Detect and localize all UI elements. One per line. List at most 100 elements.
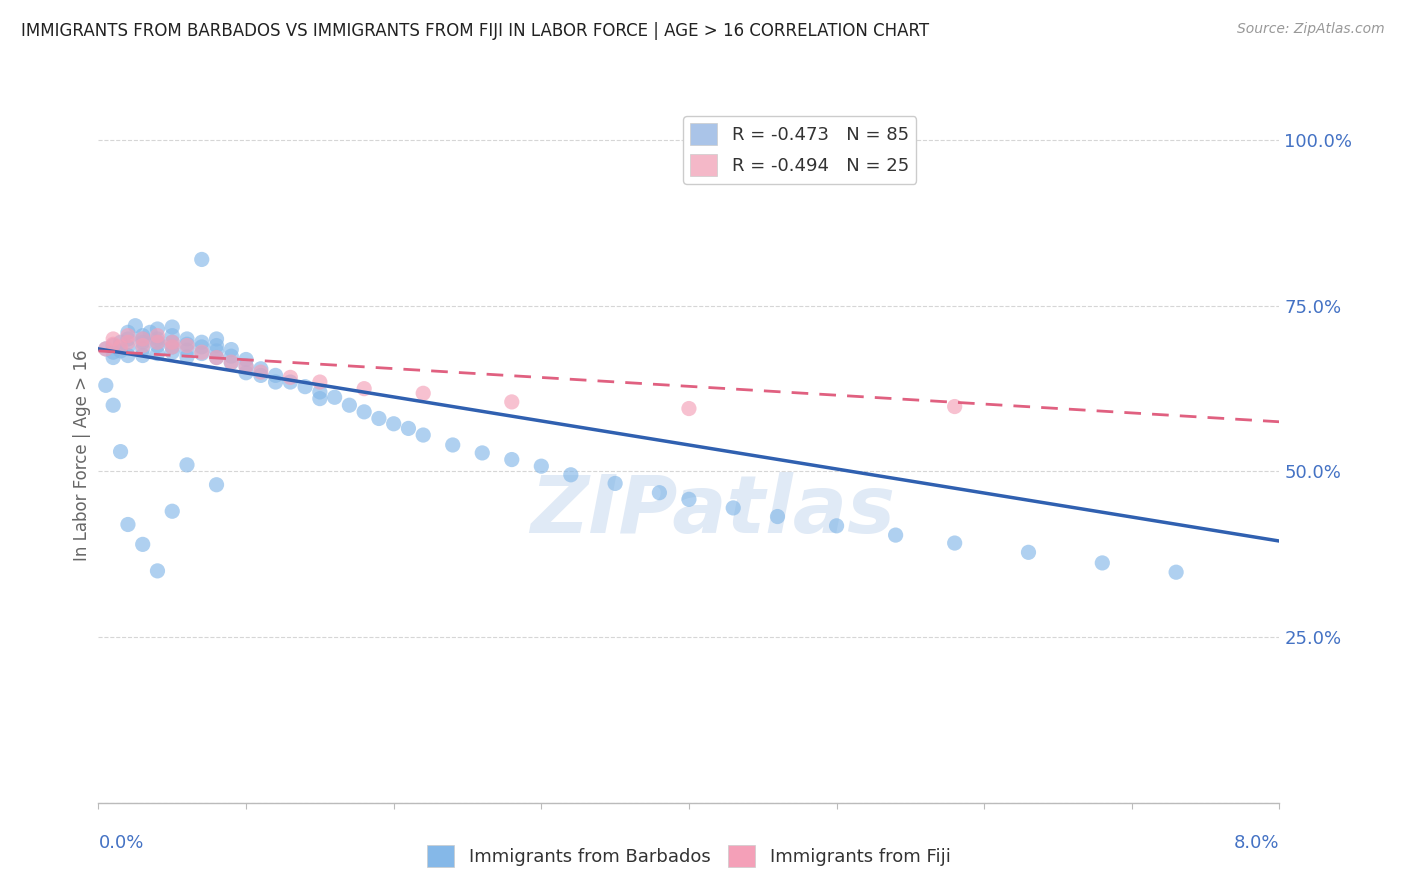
- Point: [117, 340, 139, 354]
- Point: [103, 351, 125, 365]
- Point: [308, 384, 332, 399]
- Point: [176, 343, 198, 358]
- Legend: Immigrants from Barbados, Immigrants from Fiji: Immigrants from Barbados, Immigrants fro…: [420, 838, 957, 874]
- Point: [471, 446, 494, 460]
- Point: [323, 390, 346, 404]
- Point: [219, 355, 242, 369]
- Point: [191, 335, 214, 350]
- Point: [943, 400, 966, 414]
- Point: [250, 365, 273, 379]
- Point: [191, 252, 214, 267]
- Point: [162, 340, 183, 354]
- Point: [162, 335, 183, 350]
- Point: [117, 332, 139, 346]
- Point: [176, 337, 198, 351]
- Point: [1017, 545, 1039, 559]
- Point: [117, 328, 139, 343]
- Point: [176, 338, 198, 352]
- Point: [146, 328, 169, 343]
- Point: [219, 349, 242, 363]
- Point: [294, 379, 316, 393]
- Point: [176, 332, 198, 346]
- Point: [353, 405, 375, 419]
- Point: [501, 395, 523, 409]
- Y-axis label: In Labor Force | Age > 16: In Labor Force | Age > 16: [73, 349, 91, 561]
- Point: [132, 335, 155, 350]
- Point: [176, 350, 198, 364]
- Point: [501, 452, 523, 467]
- Point: [205, 332, 228, 346]
- Point: [132, 328, 155, 343]
- Point: [205, 338, 228, 352]
- Point: [103, 345, 125, 359]
- Point: [205, 351, 228, 365]
- Text: 0.0%: 0.0%: [98, 834, 143, 852]
- Point: [103, 337, 125, 351]
- Point: [110, 335, 132, 350]
- Point: [943, 536, 966, 550]
- Point: [678, 401, 700, 416]
- Point: [146, 335, 169, 350]
- Point: [117, 349, 139, 363]
- Point: [396, 421, 419, 435]
- Point: [560, 467, 582, 482]
- Point: [117, 335, 139, 350]
- Point: [191, 345, 214, 359]
- Point: [1091, 556, 1114, 570]
- Point: [678, 492, 700, 507]
- Point: [146, 338, 169, 352]
- Point: [94, 378, 117, 392]
- Point: [264, 368, 287, 383]
- Point: [162, 328, 183, 343]
- Text: 8.0%: 8.0%: [1234, 834, 1279, 852]
- Point: [162, 504, 183, 518]
- Point: [103, 398, 125, 412]
- Point: [124, 318, 146, 333]
- Point: [132, 349, 155, 363]
- Point: [337, 398, 360, 412]
- Point: [235, 359, 257, 374]
- Point: [162, 345, 183, 359]
- Point: [146, 346, 169, 360]
- Point: [146, 332, 169, 346]
- Point: [132, 332, 155, 346]
- Point: [103, 332, 125, 346]
- Point: [205, 477, 228, 491]
- Text: Source: ZipAtlas.com: Source: ZipAtlas.com: [1237, 22, 1385, 37]
- Point: [353, 382, 375, 396]
- Point: [146, 564, 169, 578]
- Point: [205, 351, 228, 365]
- Point: [110, 343, 132, 358]
- Point: [250, 361, 273, 376]
- Point: [412, 386, 434, 401]
- Point: [308, 392, 332, 406]
- Point: [117, 326, 139, 340]
- Point: [162, 320, 183, 334]
- Point: [721, 500, 744, 515]
- Point: [132, 338, 155, 352]
- Point: [132, 342, 155, 356]
- Point: [278, 375, 302, 389]
- Point: [308, 375, 332, 389]
- Point: [117, 517, 139, 532]
- Point: [382, 417, 405, 431]
- Point: [1164, 565, 1187, 579]
- Point: [250, 368, 273, 383]
- Point: [648, 485, 671, 500]
- Point: [103, 338, 125, 352]
- Point: [205, 343, 228, 358]
- Point: [235, 359, 257, 373]
- Point: [132, 332, 155, 346]
- Point: [825, 518, 848, 533]
- Point: [162, 335, 183, 350]
- Point: [605, 476, 627, 491]
- Point: [367, 411, 389, 425]
- Point: [146, 322, 169, 336]
- Text: ZIPatlas: ZIPatlas: [530, 472, 896, 549]
- Point: [412, 428, 434, 442]
- Point: [441, 438, 464, 452]
- Point: [94, 342, 117, 356]
- Point: [235, 366, 257, 380]
- Point: [132, 537, 155, 551]
- Point: [146, 335, 169, 350]
